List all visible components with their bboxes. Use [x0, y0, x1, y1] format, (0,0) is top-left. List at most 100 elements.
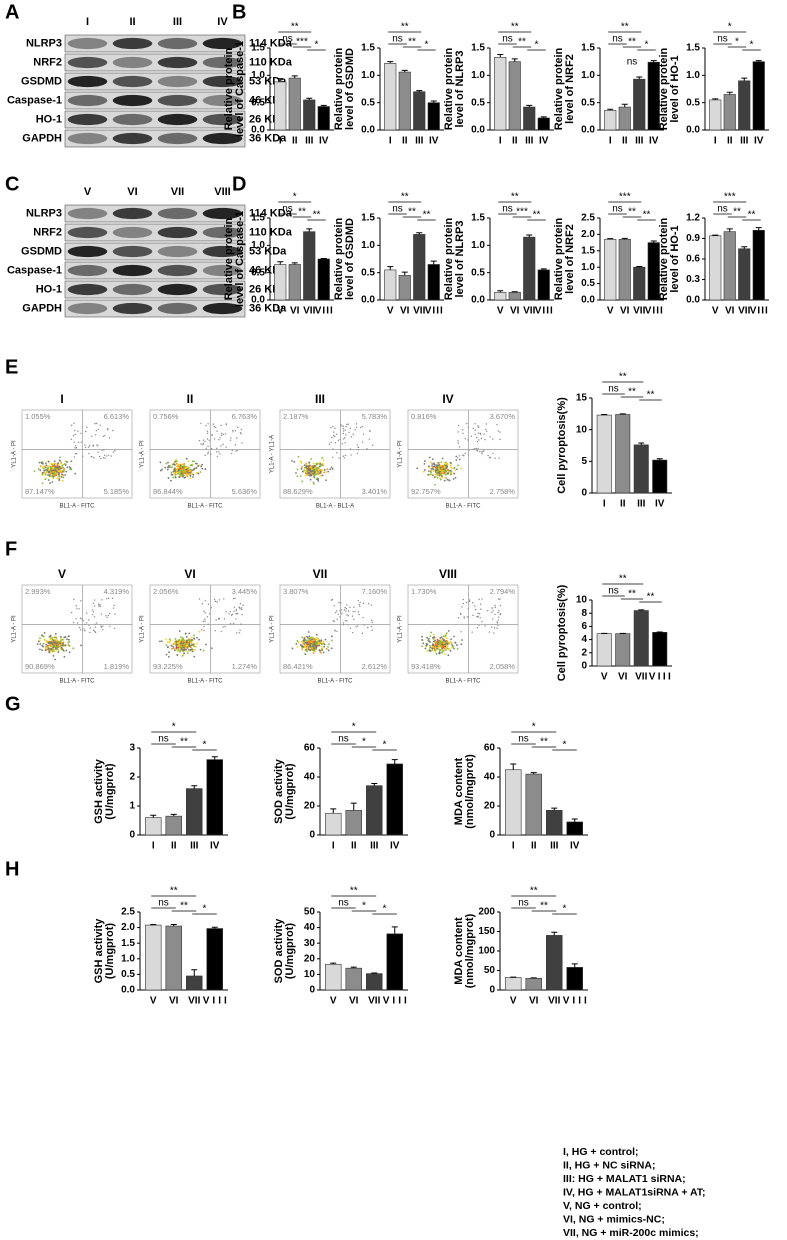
x-tick-label: III: [370, 841, 379, 852]
x-tick-label: II: [727, 136, 733, 147]
x-tick-label: III: [415, 136, 424, 147]
event-dot: [235, 612, 237, 615]
event-dot: [443, 466, 446, 469]
event-dot: [323, 643, 326, 646]
event-dot: [434, 647, 437, 650]
event-dot: [304, 641, 307, 644]
sig-label: ns: [608, 586, 619, 597]
event-dot: [48, 641, 51, 643]
event-dot: [498, 598, 500, 600]
error-bar: [291, 75, 298, 79]
error-bar: [150, 923, 157, 926]
event-dot: [440, 464, 443, 467]
event-dot: [345, 425, 347, 428]
x-tick-label: IV: [210, 841, 220, 852]
event-dot: [49, 634, 52, 637]
event-dot: [218, 617, 220, 620]
blot-band: [67, 132, 108, 145]
event-dot: [236, 449, 238, 452]
y-axis-label: Relative protein: [553, 47, 565, 130]
flow-events: [291, 598, 373, 656]
event-dot: [185, 474, 188, 477]
sig-label: *: [750, 40, 754, 51]
event-dot: [104, 457, 106, 459]
event-dot: [229, 623, 232, 625]
event-dot: [470, 435, 473, 437]
event-dot: [39, 637, 41, 640]
protein-label: Caspase-1: [7, 94, 62, 106]
event-dot: [438, 648, 441, 651]
event-dot: [336, 610, 338, 612]
flow-events: [416, 422, 501, 486]
y-tick-label: 0.5: [251, 267, 265, 278]
blot-band: [112, 245, 153, 258]
event-dot: [321, 469, 324, 471]
event-dot: [476, 626, 479, 629]
bar: [523, 236, 536, 301]
error-bar: [401, 69, 408, 73]
event-dot: [359, 426, 362, 429]
y-tick-label: 2.5: [581, 213, 595, 224]
event-dot: [332, 456, 334, 458]
y-tick-label: 0.9: [686, 233, 700, 244]
event-dot: [225, 611, 227, 613]
event-dot: [444, 634, 447, 637]
event-dot: [468, 600, 471, 603]
event-dot: [45, 641, 48, 643]
event-dot: [78, 608, 80, 610]
quadrant-pct: 3.445%: [232, 587, 258, 596]
event-dot: [239, 602, 242, 605]
event-dot: [98, 455, 101, 458]
y-tick-label: 2.0: [121, 922, 135, 933]
bar: [618, 239, 631, 301]
error-bar: [211, 756, 218, 760]
event-dot: [74, 445, 77, 447]
event-dot: [168, 465, 170, 467]
event-dot: [309, 469, 311, 472]
bar: [723, 231, 736, 301]
blot-band: [112, 56, 153, 69]
event-dot: [89, 631, 91, 634]
event-dot: [300, 645, 303, 648]
y-tick-label: 1.0: [581, 70, 595, 81]
sig-label: **: [423, 210, 431, 221]
event-dot: [457, 464, 460, 467]
y-tick-label: 100: [478, 946, 495, 957]
event-dot: [179, 464, 182, 467]
event-dot: [442, 468, 445, 471]
event-dot: [39, 465, 42, 468]
quadrant-pct: 2.612%: [362, 662, 388, 671]
event-dot: [189, 468, 192, 471]
y-tick-label: 0.0: [686, 125, 700, 136]
event-dot: [331, 598, 334, 601]
event-dot: [445, 477, 448, 479]
bar: [525, 977, 542, 991]
event-dot: [478, 598, 480, 601]
event-dot: [47, 460, 50, 463]
event-dot: [361, 632, 364, 635]
y-tick-label: 0.0: [471, 125, 485, 136]
event-dot: [95, 422, 98, 425]
event-dot: [220, 630, 222, 633]
event-dot: [346, 614, 348, 616]
event-dot: [334, 611, 337, 614]
sig-label: ns: [608, 384, 619, 395]
panel-letter: B: [232, 1, 246, 23]
bar: [366, 973, 383, 991]
y-tick-label: 0: [489, 985, 495, 996]
event-dot: [456, 468, 458, 471]
blot-strip: [64, 53, 246, 72]
event-dot: [80, 441, 83, 443]
event-dot: [92, 444, 95, 446]
event-dot: [463, 455, 465, 457]
event-dot: [185, 468, 188, 471]
x-tick-label: II: [171, 841, 177, 852]
event-dot: [458, 458, 461, 461]
y-tick-label: 1.5: [471, 213, 485, 224]
event-dot: [238, 632, 241, 634]
event-dot: [446, 465, 449, 468]
event-dot: [44, 649, 47, 652]
event-dot: [443, 479, 446, 482]
error-bar: [551, 931, 558, 936]
event-dot: [52, 643, 55, 646]
